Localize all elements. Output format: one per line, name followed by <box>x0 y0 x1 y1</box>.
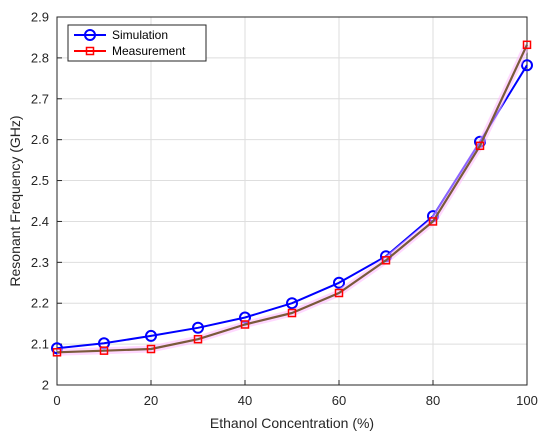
series-measurement <box>52 40 532 357</box>
series <box>51 40 533 357</box>
x-tick-label: 100 <box>516 393 538 408</box>
series-line-measurement <box>56 44 528 354</box>
legend: Simulation Measurement <box>67 24 207 62</box>
data-point <box>333 276 345 289</box>
y-tick-label: 2.1 <box>31 337 49 352</box>
y-tick-label: 2 <box>42 378 49 393</box>
data-point <box>146 344 156 354</box>
x-tick-label: 60 <box>332 393 346 408</box>
y-tick-label: 2.5 <box>31 173 49 188</box>
legend-label: Simulation <box>112 28 168 42</box>
x-tick-label: 80 <box>426 393 440 408</box>
y-tick-label: 2.8 <box>31 50 49 65</box>
data-point <box>334 288 344 298</box>
y-tick-label: 2.7 <box>31 91 49 106</box>
data-point <box>428 217 438 226</box>
y-tick-label: 2.6 <box>31 132 49 147</box>
x-tick-label: 40 <box>238 393 252 408</box>
data-point <box>193 334 203 344</box>
legend-marker <box>85 46 95 56</box>
y-tick-label: 2.2 <box>31 296 49 311</box>
data-point <box>145 329 157 342</box>
data-point <box>522 40 532 50</box>
y-tick-label: 2.4 <box>31 214 49 229</box>
data-point <box>192 321 204 334</box>
x-tick-label: 0 <box>53 393 60 408</box>
legend-label: Measurement <box>112 44 186 58</box>
data-point <box>287 308 297 318</box>
data-point <box>286 297 298 310</box>
legend-marker <box>84 29 96 41</box>
data-point <box>51 342 63 355</box>
y-tick-label: 2.3 <box>31 255 49 270</box>
axis-ticks: 0 20 40 60 80 100 2 2.1 2.2 2.3 2.4 2.5 2.6 2.7 2.8 2.9 <box>31 10 538 409</box>
data-point <box>240 320 250 329</box>
data-point <box>99 346 109 355</box>
data-point <box>521 59 533 72</box>
data-point <box>475 141 485 151</box>
data-point <box>381 256 391 265</box>
plot-area <box>56 16 528 386</box>
x-axis-label: Ethanol Concentration (%) <box>210 415 374 431</box>
legend-entry: Measurement <box>74 44 186 58</box>
data-point <box>52 348 62 357</box>
x-tick-label: 20 <box>144 393 158 408</box>
y-tick-label: 2.9 <box>31 10 49 25</box>
legend-entry: Simulation <box>74 28 168 42</box>
y-axis-label: Resonant Frequency (GHz) <box>7 115 23 286</box>
